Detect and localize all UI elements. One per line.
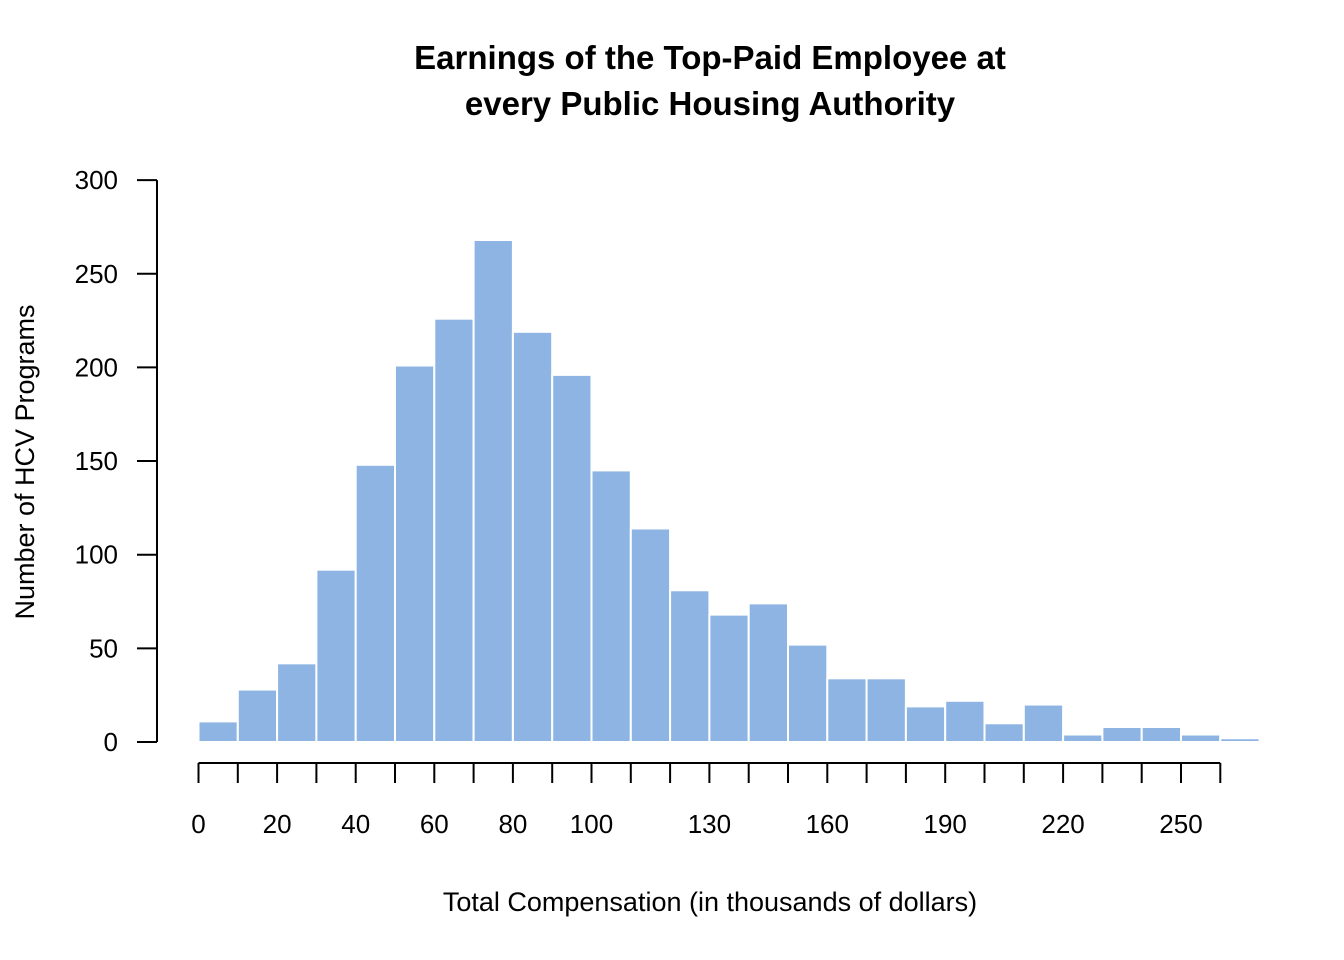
- y-tick-label: 100: [75, 540, 118, 570]
- chart-title: Earnings of the Top-Paid Employee at ever…: [414, 39, 1006, 122]
- x-axis: 0 20 40 60 80 100 130 160 190 220 250: [191, 762, 1222, 839]
- histogram-bar: [276, 662, 318, 743]
- chart-title-line: every Public Housing Authority: [465, 85, 956, 122]
- x-tick-label: 220: [1041, 809, 1084, 839]
- histogram-bar: [590, 469, 632, 743]
- histogram-bar: [472, 239, 514, 743]
- x-tick-label: 20: [263, 809, 292, 839]
- chart-title-line: Earnings of the Top-Paid Employee at: [414, 39, 1006, 76]
- x-tick-label: 60: [420, 809, 449, 839]
- histogram-bar: [394, 364, 436, 743]
- histogram-bar: [197, 720, 239, 743]
- histogram-bar: [944, 699, 986, 744]
- histogram-bar: [669, 589, 711, 743]
- x-tick-label: 250: [1159, 809, 1202, 839]
- y-tick-label: 0: [104, 727, 118, 757]
- y-axis-label: Number of HCV Programs: [10, 304, 40, 619]
- histogram-bar: [1140, 726, 1182, 743]
- bars: [197, 239, 1261, 744]
- histogram-bar: [354, 463, 397, 743]
- histogram-bar: [236, 688, 279, 744]
- y-axis: 0 50 100 150 200 250 300: [75, 165, 158, 757]
- x-tick-label: 0: [191, 809, 205, 839]
- histogram-bar: [904, 705, 947, 744]
- x-axis-label: Total Compensation (in thousands of doll…: [443, 887, 977, 917]
- histogram-bar: [747, 602, 790, 744]
- histogram-bar: [983, 722, 1025, 744]
- y-tick-label: 150: [75, 446, 118, 476]
- histogram-bar: [826, 677, 868, 743]
- x-tick-label: 80: [498, 809, 527, 839]
- x-tick-label: 130: [688, 809, 731, 839]
- histogram-bar: [865, 677, 907, 743]
- y-tick-label: 250: [75, 259, 118, 289]
- histogram-bar: [629, 527, 672, 744]
- histogram-bar: [315, 568, 357, 744]
- histogram-bar: [433, 317, 475, 743]
- histogram-bar: [551, 373, 593, 743]
- x-tick-label: 160: [806, 809, 849, 839]
- histogram-bar: [1022, 703, 1065, 743]
- x-tick-label: 40: [341, 809, 370, 839]
- y-tick-label: 200: [75, 352, 118, 382]
- histogram-bar: [1219, 737, 1261, 744]
- x-tick-label: 100: [570, 809, 613, 839]
- histogram-bar: [1180, 733, 1222, 743]
- histogram-bar: [511, 330, 554, 743]
- histogram-bar: [787, 643, 829, 743]
- x-tick-label: 190: [924, 809, 967, 839]
- histogram-bar: [708, 613, 750, 743]
- histogram-bar: [1101, 726, 1143, 743]
- y-tick-label: 50: [89, 633, 118, 663]
- y-tick-label: 300: [75, 165, 118, 195]
- histogram-bar: [1062, 733, 1104, 743]
